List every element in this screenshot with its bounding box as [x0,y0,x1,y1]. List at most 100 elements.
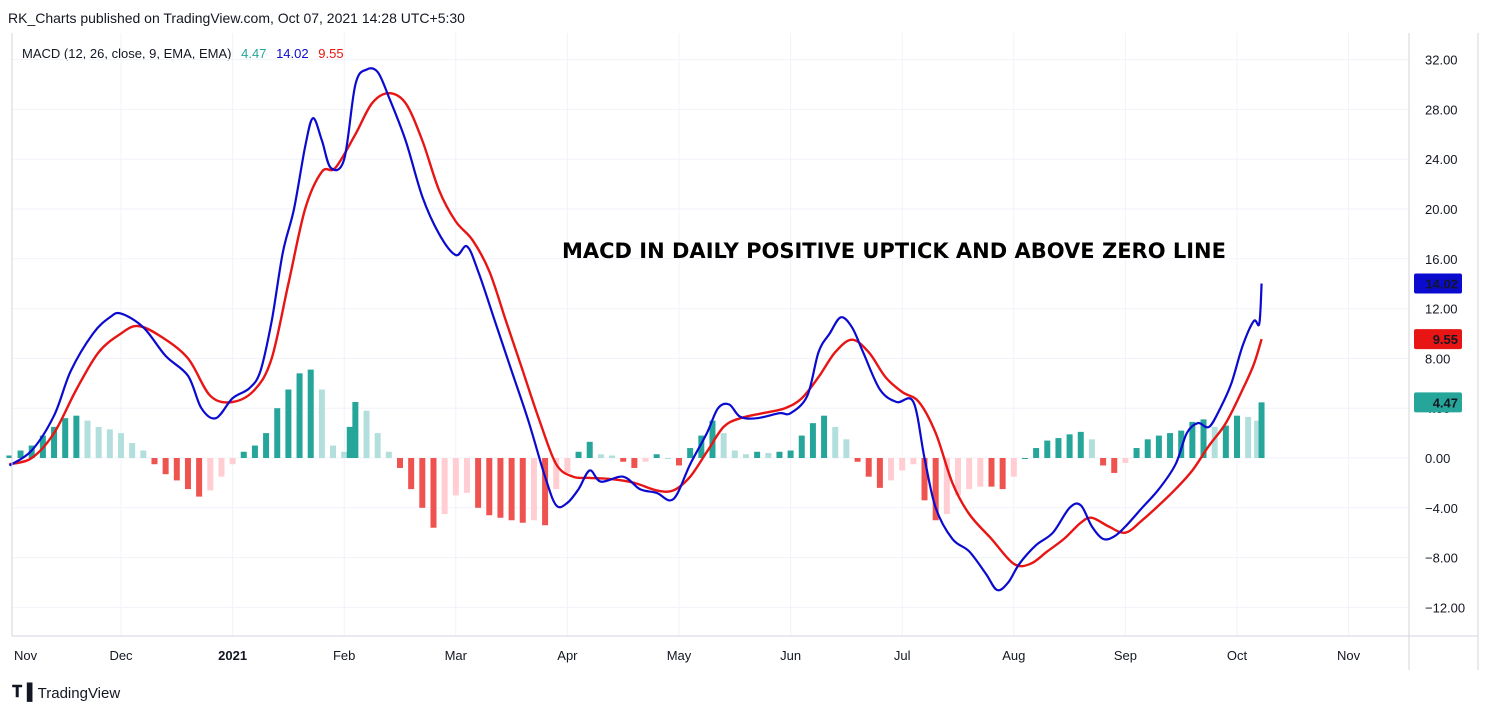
indicator-legend: MACD (12, 26, close, 9, EMA, EMA) 4.47 1… [22,46,350,61]
histogram-bar [95,426,102,458]
histogram-bar [162,458,169,475]
histogram-bar [229,458,236,465]
y-tick-label: 8.00 [1425,351,1450,366]
histogram-bar [385,451,392,458]
tradingview-footer: 𝐓▐ TradingView [12,684,120,702]
histogram-bar [285,389,292,458]
histogram-bar [865,458,872,477]
y-tick-label: 12.00 [1425,302,1458,317]
histogram-price-badge-label: 4.47 [1433,395,1458,410]
histogram-bar [1033,448,1040,458]
histogram-bar [184,458,191,490]
y-tick-label: −8.00 [1425,551,1458,566]
histogram-bar [899,458,906,471]
histogram-bar [1144,439,1151,458]
histogram-bar [508,458,515,521]
histogram-bar [1234,415,1240,458]
histogram-bar [51,426,58,458]
x-tick-label: Jun [780,648,801,663]
histogram-bar [1111,458,1118,473]
histogram-bar [1066,434,1073,458]
y-tick-label: 32.00 [1425,53,1458,68]
histogram-bar [374,433,381,458]
x-tick-label: Feb [333,648,355,663]
histogram-bar [821,415,828,458]
x-tick-label: Dec [109,648,133,663]
histogram-bar [118,433,124,458]
histogram-bar [463,458,470,493]
x-tick-label: Sep [1114,648,1137,663]
histogram-bar [798,435,805,458]
histogram-bar [999,458,1006,490]
histogram-bar [106,429,113,458]
x-tick-label: Nov [1337,648,1361,663]
histogram-bar [731,450,738,458]
histogram-bar [988,458,995,487]
histogram-bar [921,458,928,501]
histogram-bar [609,455,616,458]
histogram-bar [586,441,593,458]
signal-price-badge-label: 9.55 [1433,332,1458,347]
legend-histogram-value: 4.47 [241,46,267,61]
histogram-bar [910,458,917,465]
macd-line [8,67,1263,592]
histogram-bar [843,439,850,458]
histogram-bar [251,445,258,458]
histogram-bar [1254,420,1261,458]
histogram-bar [575,451,582,458]
y-tick-label: −4.00 [1425,501,1458,516]
histogram-bar [888,458,895,481]
histogram-bar [542,458,549,526]
histogram-bar [966,458,973,490]
histogram-bar [698,435,705,458]
histogram-price-badge-bg [1414,392,1462,413]
chart-annotation: MACD IN DAILY POSITIVE UPTICK AND ABOVE … [562,239,1226,263]
x-tick-label: Apr [557,648,578,663]
histogram-bar [876,458,883,488]
histogram-bar [687,448,694,458]
histogram-bar [240,451,247,458]
histogram-bar [664,458,671,459]
histogram-bar [519,458,526,523]
histogram-bar [564,458,571,473]
histogram-bar [486,458,493,516]
macd-price-badge-label: 14.02 [1425,276,1458,291]
publish-header: RK_Charts published on TradingView.com, … [8,10,465,26]
histogram-bar [1167,433,1174,458]
y-tick-label: 28.00 [1425,102,1458,117]
histogram-bar [1055,438,1062,458]
histogram-bar [943,458,950,515]
histogram-bar [1088,439,1095,458]
histogram-bar [1010,458,1017,477]
histogram-bar [352,401,359,458]
histogram-bar [363,410,370,458]
histogram-bar [676,458,682,466]
macd-price-badge: 14.02 [1414,273,1462,294]
histogram-bar [776,451,783,458]
tradingview-logo-icon: 𝐓▐ [12,684,33,701]
legend-signal-value: 9.55 [318,46,344,61]
histogram-bar [1200,419,1207,458]
histogram-bar [419,458,426,508]
histogram-bar [597,454,604,458]
histogram-bar [1258,402,1265,458]
histogram-bar [642,458,649,462]
histogram-bar [1222,425,1229,458]
indicator-name: MACD (12, 26, close, 9, EMA, EMA) [22,46,232,61]
histogram-bar [62,418,69,458]
histogram-price-badge: 4.47 [1414,392,1462,413]
y-tick-label: 0.00 [1425,451,1450,466]
histogram-bar [742,454,749,458]
histogram-bar [620,458,627,462]
histogram-bar [140,450,147,458]
x-tick-label: Jul [894,648,911,663]
y-tick-label: −12.00 [1425,600,1465,615]
histogram-bar [330,445,337,458]
histogram-bar [1100,458,1107,466]
histogram-bar [1021,458,1028,459]
histogram-bar [631,458,638,468]
histogram-bar [1155,435,1162,458]
histogram-bar [196,458,203,497]
histogram-bar [263,433,270,458]
